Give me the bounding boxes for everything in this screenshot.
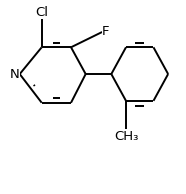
Text: N: N [10,68,20,81]
Text: F: F [102,25,110,38]
Text: Cl: Cl [35,6,48,19]
Text: CH₃: CH₃ [114,130,138,143]
